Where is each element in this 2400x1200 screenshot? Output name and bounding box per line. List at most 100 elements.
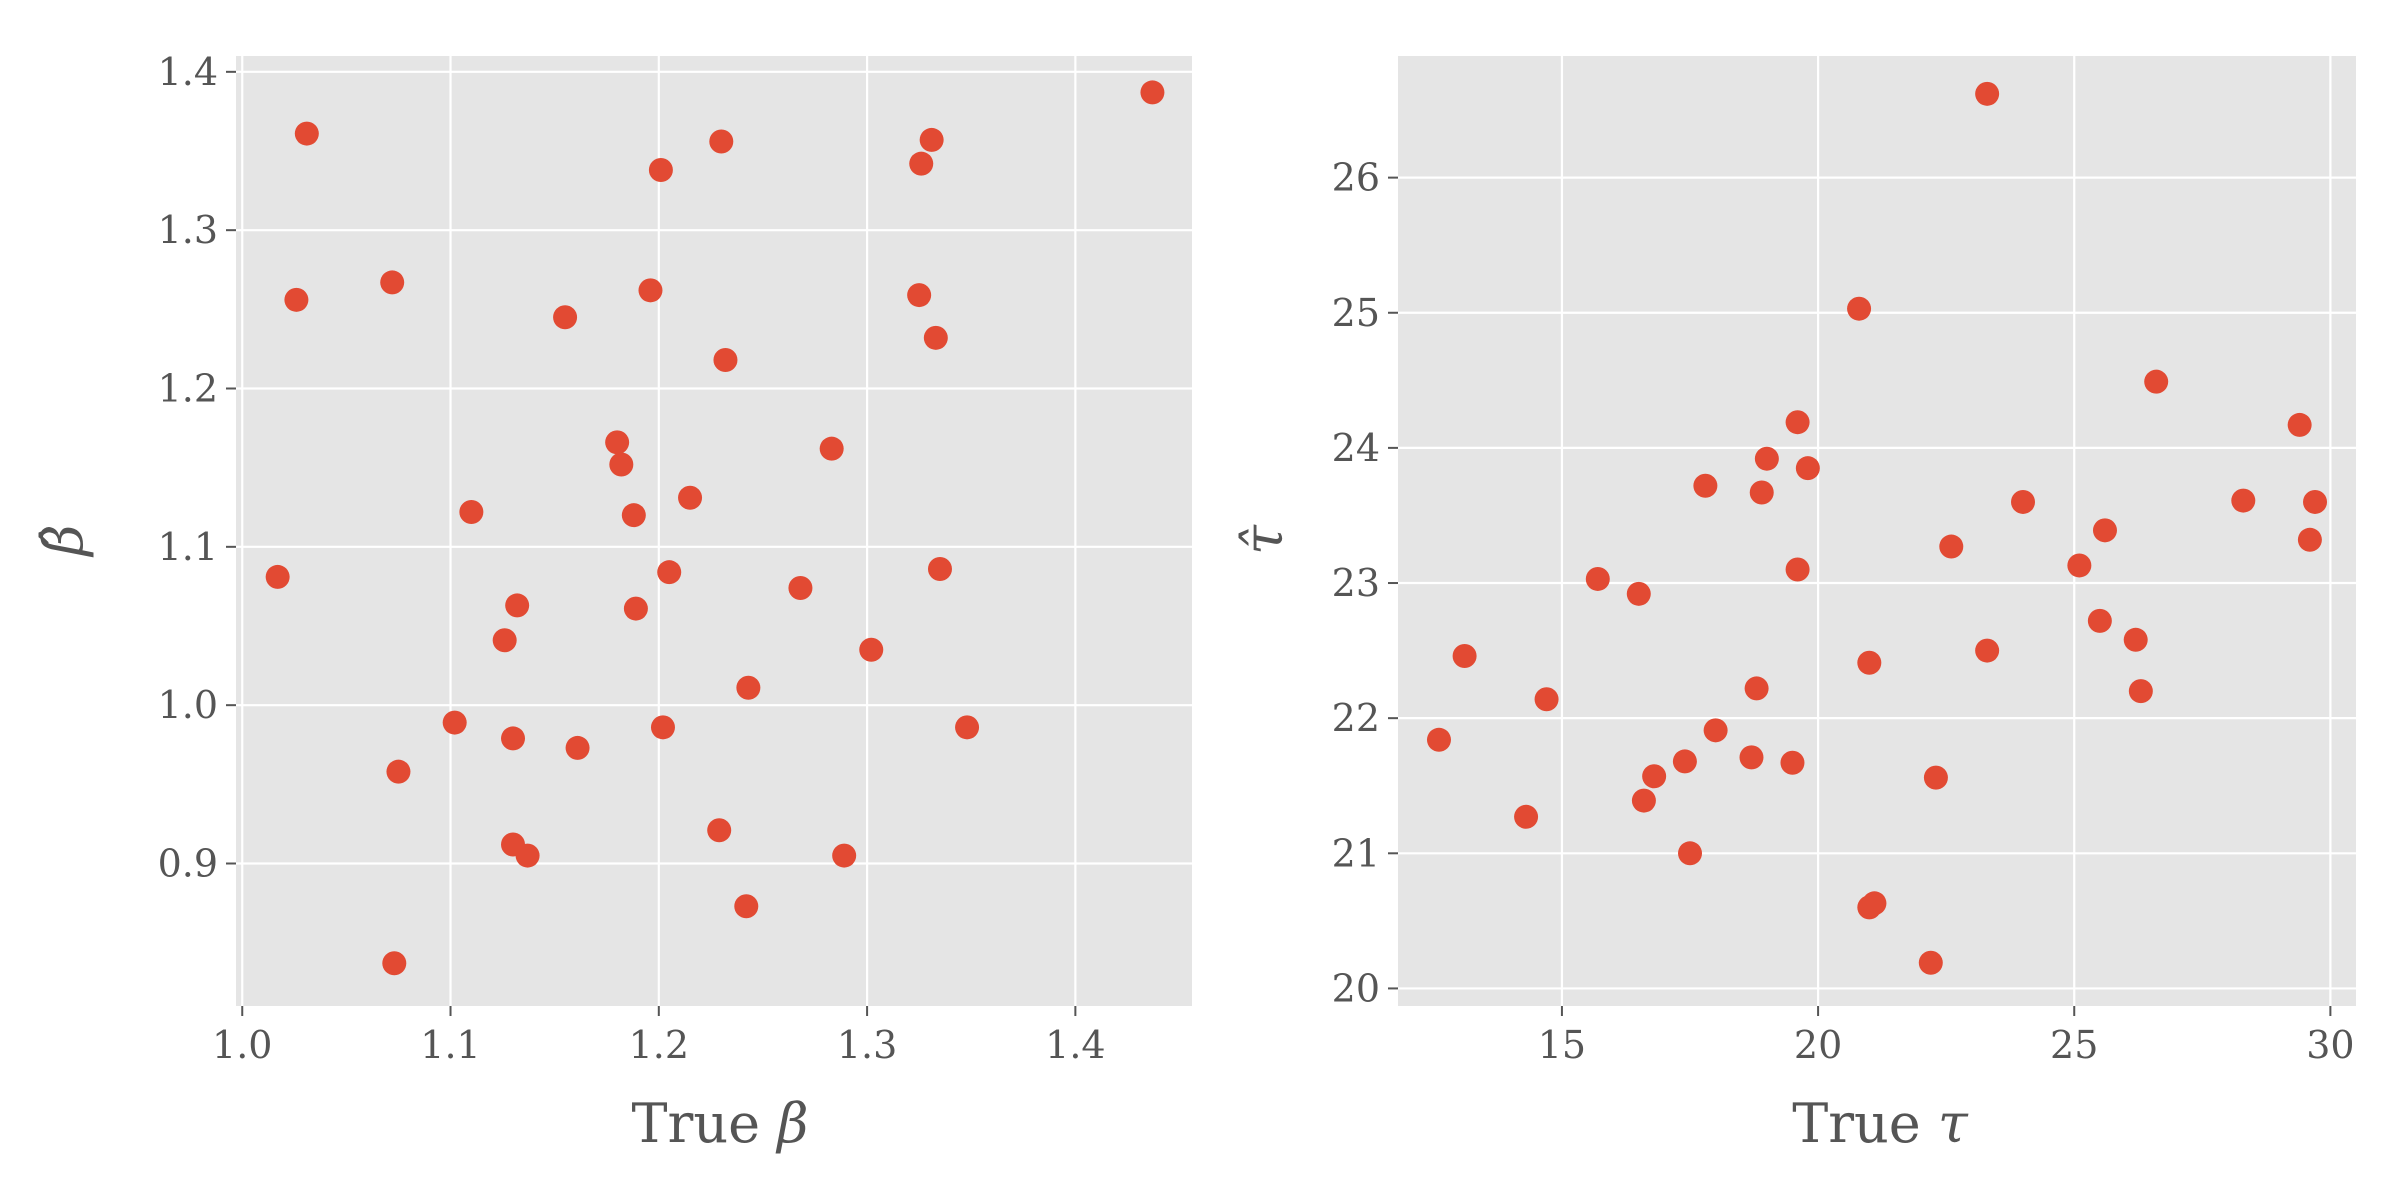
- beta-data-point: [927, 557, 952, 581]
- tau-data-point: [2087, 608, 2112, 633]
- beta-data-point: [923, 325, 948, 350]
- tau-y-tick-label: 21: [1332, 831, 1380, 875]
- beta-data-point: [623, 596, 648, 621]
- tau-data-point: [2067, 553, 2092, 578]
- tau-data-point: [1975, 81, 2000, 106]
- beta-scatter-panel: 1.0 1.1 1.2 1.3 1.4 0.9 1.0 1.1 1.2 1.3 1.4 True β…: [32, 50, 1192, 1155]
- beta-data-point: [505, 593, 530, 618]
- beta-data-point: [284, 287, 309, 312]
- beta-data-point: [1140, 80, 1165, 105]
- tau-data-point: [1862, 891, 1887, 916]
- tau-y-tick-label: 25: [1332, 291, 1380, 335]
- tau-x-tick-label: 20: [1794, 1023, 1842, 1067]
- tau-x-tick-label: 25: [2050, 1023, 2098, 1067]
- tau-data-point: [1739, 745, 1764, 770]
- tau-plot-area: 15 20 25 30 20 21 22 23 24 25 26: [1332, 56, 2356, 1067]
- tau-data-point: [1939, 534, 1964, 559]
- beta-data-point: [955, 715, 980, 740]
- tau-y-tick-label: 20: [1332, 966, 1380, 1010]
- tau-data-point: [1749, 480, 1774, 505]
- tau-data-point: [1795, 456, 1820, 481]
- tau-data-point: [1923, 765, 1948, 790]
- beta-data-point: [707, 818, 732, 843]
- beta-x-tick-label: 1.1: [420, 1023, 480, 1067]
- beta-y-axis-label: β̂: [32, 524, 95, 557]
- beta-data-point: [265, 564, 290, 589]
- tau-data-point: [2123, 627, 2148, 652]
- tau-data-point: [2092, 518, 2117, 543]
- beta-data-point: [648, 158, 673, 182]
- beta-y-tick-label: 1.2: [158, 367, 218, 411]
- beta-data-point: [832, 843, 857, 868]
- beta-data-point: [565, 735, 590, 760]
- tau-y-tick-label: 23: [1332, 561, 1380, 605]
- tau-data-point: [2011, 489, 2036, 514]
- beta-panel-background: [236, 56, 1192, 1006]
- beta-data-point: [553, 305, 578, 330]
- tau-x-tick-label: 15: [1538, 1023, 1586, 1067]
- tau-y-tick-label: 22: [1332, 696, 1380, 740]
- tau-data-point: [1585, 566, 1610, 591]
- tau-data-point: [1534, 687, 1559, 712]
- tau-data-point: [1847, 296, 1872, 321]
- beta-data-point: [788, 576, 813, 600]
- tau-data-point: [2128, 679, 2153, 704]
- tau-data-point: [1744, 676, 1769, 701]
- tau-data-point: [1918, 950, 1943, 975]
- tau-data-point: [1678, 841, 1703, 866]
- beta-data-point: [515, 843, 540, 868]
- beta-data-point: [678, 485, 703, 510]
- tau-x-tick-label: 30: [2306, 1023, 2354, 1067]
- beta-x-tick-label: 1.2: [629, 1023, 689, 1067]
- beta-data-point: [609, 452, 634, 477]
- tau-scatter-panel: 15 20 25 30 20 21 22 23 24 25 26 True τ τ̂: [1232, 56, 2356, 1155]
- tau-x-axis-label: True τ: [1792, 1092, 1969, 1155]
- beta-x-axis-label: True β: [632, 1092, 809, 1155]
- tau-data-point: [2303, 489, 2328, 514]
- beta-data-point: [734, 894, 759, 919]
- tau-data-point: [1780, 750, 1805, 775]
- beta-x-tick-label: 1.3: [837, 1023, 897, 1067]
- beta-data-point: [621, 503, 646, 528]
- beta-data-point: [859, 637, 884, 662]
- beta-data-point: [650, 715, 675, 740]
- beta-y-tick-label: 1.4: [158, 50, 218, 94]
- tau-data-point: [1785, 557, 1810, 582]
- beta-data-point: [492, 628, 517, 653]
- tau-data-point: [2287, 412, 2312, 437]
- beta-x-tick-label: 1.0: [212, 1023, 272, 1067]
- beta-data-point: [909, 151, 934, 176]
- beta-plot-area: 1.0 1.1 1.2 1.3 1.4 0.9 1.0 1.1 1.2 1.3 1.4: [158, 50, 1192, 1067]
- tau-data-point: [1785, 410, 1810, 435]
- tau-y-tick-label: 26: [1332, 156, 1380, 200]
- tau-data-point: [1703, 718, 1728, 743]
- beta-data-point: [713, 348, 738, 372]
- tau-data-point: [1631, 788, 1656, 813]
- beta-y-tick-label: 0.9: [158, 842, 218, 886]
- tau-data-point: [2144, 369, 2169, 394]
- beta-data-point: [819, 436, 844, 461]
- tau-data-point: [1672, 749, 1697, 774]
- tau-y-tick-label: 24: [1332, 426, 1380, 470]
- beta-data-point: [605, 430, 630, 455]
- beta-data-point: [459, 500, 484, 524]
- beta-data-point: [501, 726, 526, 751]
- tau-panel-background: [1398, 56, 2356, 1006]
- beta-y-tick-label: 1.0: [158, 683, 218, 727]
- beta-data-point: [442, 710, 467, 735]
- tau-data-point: [1642, 764, 1667, 789]
- tau-data-point: [1857, 650, 1882, 675]
- tau-data-point: [1626, 581, 1651, 606]
- beta-data-point: [736, 675, 761, 700]
- beta-data-point: [386, 759, 411, 784]
- tau-data-point: [1693, 473, 1718, 498]
- beta-data-point: [294, 121, 319, 146]
- beta-y-tick-label: 1.1: [158, 525, 218, 569]
- beta-data-point: [709, 129, 734, 154]
- beta-data-point: [657, 560, 682, 585]
- tau-data-point: [1426, 727, 1451, 752]
- beta-x-tick-label: 1.4: [1045, 1023, 1105, 1067]
- beta-data-point: [907, 283, 932, 308]
- tau-data-point: [1514, 804, 1539, 829]
- tau-data-point: [1754, 446, 1779, 471]
